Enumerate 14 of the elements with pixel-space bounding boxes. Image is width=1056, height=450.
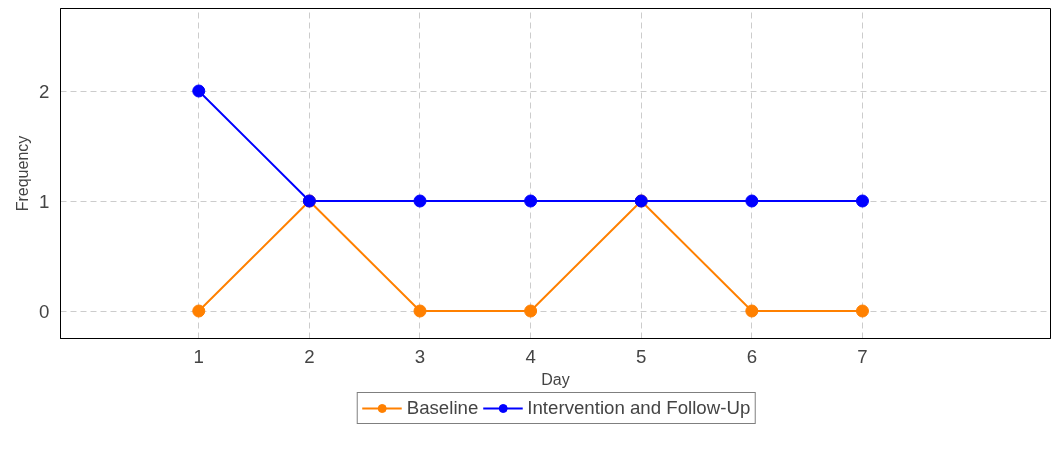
x-tick-label: 6 [746,345,758,367]
x-tick-label: 4 [525,345,536,367]
legend-label: Intervention and Follow-Up [527,397,751,419]
x-axis-title: Day [541,370,570,388]
x-tick-label: 7 [857,345,868,367]
y-axis-title: Frequency [14,135,32,212]
x-tick-label: 3 [414,345,426,367]
x-tick-label: 5 [636,345,647,367]
y-tick-label: 1 [39,190,50,212]
y-tick-label: 2 [39,80,50,102]
x-tick-label: 2 [304,345,315,367]
y-tick-label: 0 [39,300,50,322]
legend-label: Baseline [406,397,479,419]
x-tick-label: 1 [193,345,204,367]
